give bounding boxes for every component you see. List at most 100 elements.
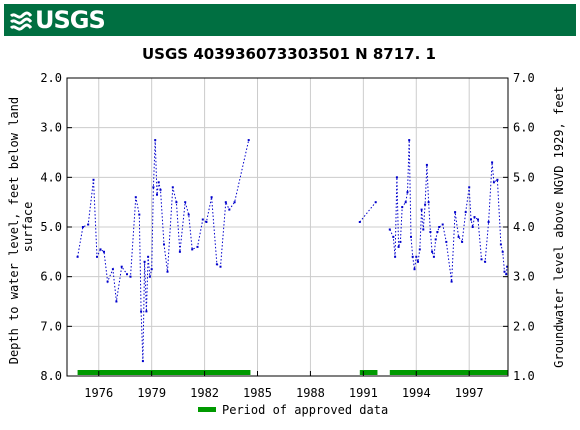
left-tick-label-2: 4.0: [40, 170, 62, 184]
data-point-0-29: [171, 186, 174, 189]
left-tick-label-4: 6.0: [40, 270, 62, 284]
data-point-2-46: [501, 250, 504, 253]
data-series: [76, 139, 509, 363]
data-point-2-31: [457, 235, 460, 238]
approved-period-bar-2: [389, 370, 508, 375]
data-point-2-42: [491, 161, 494, 164]
logo-text: USGS: [35, 6, 106, 34]
data-point-0-12: [129, 275, 132, 278]
data-point-0-31: [178, 250, 181, 253]
series-line-0-0: [77, 139, 250, 362]
data-point-0-35: [196, 245, 199, 248]
approved-period-bar-1: [359, 370, 378, 375]
data-point-2-0: [388, 228, 391, 231]
data-point-2-12: [413, 268, 416, 271]
data-point-0-30: [175, 201, 178, 204]
data-point-2-10: [410, 235, 412, 238]
right-tick-label-0: 7.0: [513, 71, 535, 85]
x-tick-label-3: 1985: [243, 386, 272, 400]
data-point-0-6: [103, 250, 105, 253]
data-point-2-3: [395, 176, 398, 179]
data-point-0-13: [134, 196, 137, 199]
data-point-0-36: [201, 218, 204, 221]
x-tick-label-1: 1979: [137, 386, 166, 400]
data-point-2-27: [441, 223, 444, 226]
data-point-2-44: [496, 178, 499, 181]
data-point-2-39: [480, 258, 483, 261]
data-point-0-22: [152, 186, 155, 189]
data-point-2-22: [431, 250, 434, 253]
data-point-0-20: [148, 275, 151, 278]
data-point-2-35: [470, 218, 472, 221]
x-tick-label-2: 1982: [190, 386, 219, 400]
data-point-2-18: [424, 203, 427, 206]
data-point-2-34: [468, 186, 471, 189]
data-point-0-39: [215, 263, 218, 266]
data-point-2-37: [473, 216, 476, 219]
data-point-2-32: [461, 240, 464, 243]
x-axis: 1976 1979 1982 1985 1988 1991 1994 1997: [84, 371, 484, 400]
data-point-2-47: [503, 270, 506, 273]
data-point-2-1: [392, 235, 395, 238]
data-point-0-41: [224, 201, 227, 204]
left-tick-label-6: 8.0: [40, 369, 62, 383]
data-point-0-37: [205, 221, 208, 223]
right-tick-label-1: 6.0: [513, 121, 535, 135]
data-point-0-4: [96, 255, 98, 258]
right-axis: 7.0 6.0 5.0 4.0 3.0 2.0 1.0: [503, 71, 535, 383]
data-point-2-29: [450, 280, 453, 283]
data-point-2-16: [420, 208, 423, 211]
left-tick-label-3: 5.0: [40, 220, 62, 234]
left-tick-label-1: 3.0: [40, 121, 62, 135]
right-tick-label-3: 4.0: [513, 220, 535, 234]
x-tick-label-5: 1991: [349, 386, 378, 400]
data-point-2-21: [429, 231, 432, 233]
data-point-2-17: [422, 228, 425, 231]
data-point-2-13: [415, 255, 418, 258]
right-tick-label-4: 3.0: [513, 270, 535, 284]
left-tick-label-5: 7.0: [40, 319, 62, 333]
data-point-2-26: [438, 226, 441, 228]
data-point-2-25: [436, 231, 439, 233]
x-tick-label-4: 1988: [296, 386, 325, 400]
data-point-0-15: [140, 310, 143, 313]
data-point-2-38: [477, 218, 479, 221]
data-point-2-48: [505, 273, 508, 276]
data-point-0-27: [163, 243, 165, 246]
data-point-0-19: [147, 255, 150, 258]
usgs-banner: USGS: [4, 4, 576, 36]
data-point-0-2: [87, 223, 90, 226]
data-point-2-43: [492, 181, 495, 184]
right-tick-label-5: 2.0: [513, 319, 535, 333]
data-point-0-5: [99, 248, 102, 251]
legend-swatch: [198, 407, 216, 412]
legend: Period of approved data: [198, 403, 388, 417]
data-point-0-17: [143, 260, 146, 263]
left-axis-label: Depth to water level, feet below land su…: [7, 90, 35, 365]
data-point-0-38: [210, 196, 213, 199]
data-point-0-42: [228, 208, 231, 211]
legend-label: Period of approved data: [222, 403, 388, 417]
data-point-2-15: [418, 248, 421, 251]
usgs-wave-icon: [10, 11, 32, 31]
data-point-0-18: [145, 310, 148, 313]
data-point-2-19: [425, 163, 428, 166]
data-point-2-5: [399, 240, 402, 243]
data-point-0-28: [166, 270, 169, 273]
data-point-0-33: [187, 213, 190, 216]
usgs-logo[interactable]: USGS: [10, 6, 106, 34]
data-point-2-4: [397, 245, 400, 248]
x-tick-label-0: 1976: [84, 386, 113, 400]
data-point-2-28: [445, 240, 448, 243]
data-point-0-34: [191, 248, 194, 251]
right-tick-label-6: 1.0: [513, 369, 535, 383]
data-point-2-8: [406, 191, 409, 194]
data-point-2-33: [464, 211, 467, 214]
data-point-2-24: [434, 238, 437, 241]
data-point-0-21: [150, 268, 153, 271]
data-point-2-14: [417, 260, 419, 263]
data-point-2-36: [471, 226, 474, 228]
data-point-2-23: [432, 255, 435, 258]
data-point-0-24: [156, 193, 158, 196]
data-point-2-40: [484, 260, 487, 263]
